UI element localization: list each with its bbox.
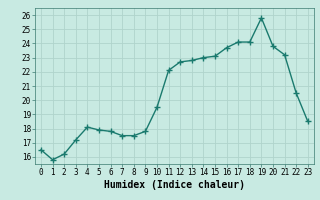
X-axis label: Humidex (Indice chaleur): Humidex (Indice chaleur) — [104, 180, 245, 190]
